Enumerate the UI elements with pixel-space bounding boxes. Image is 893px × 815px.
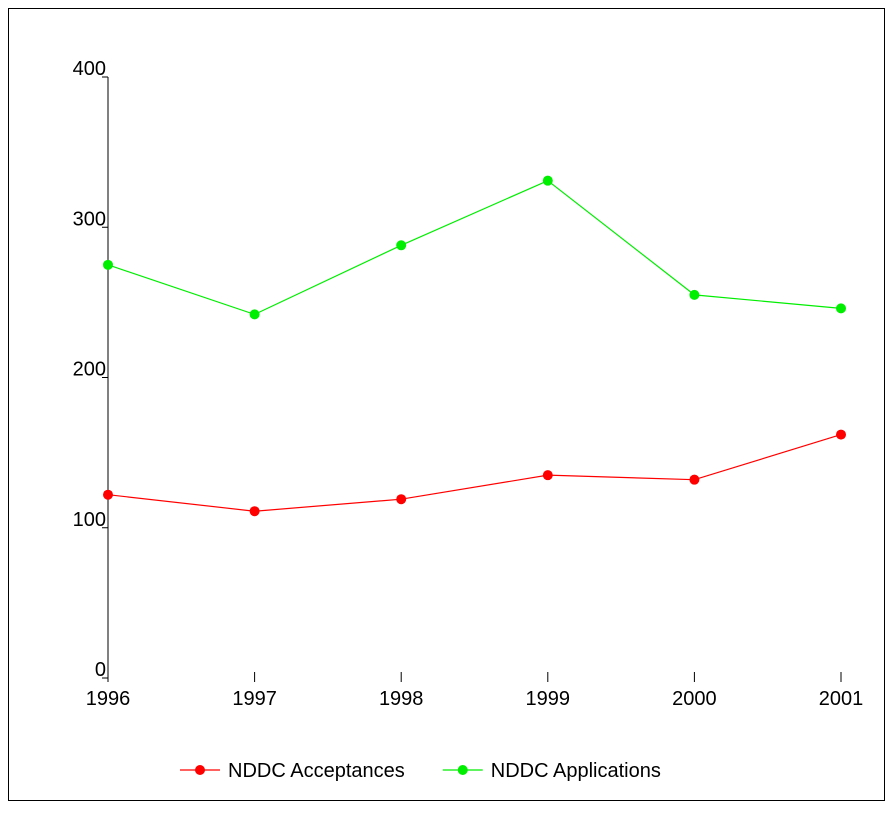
series-line <box>107 434 842 512</box>
legend-marker <box>195 765 205 775</box>
data-point <box>689 474 700 485</box>
x-tick-label: 1997 <box>232 688 277 710</box>
x-tick-label: 1998 <box>379 688 424 710</box>
x-tick-label: 2001 <box>819 688 864 710</box>
frame <box>8 8 885 801</box>
legend-label: NDDC Applications <box>491 760 661 782</box>
data-point <box>396 494 407 505</box>
data-point <box>103 489 113 500</box>
series-line <box>107 179 842 316</box>
y-tick-label: 0 <box>95 659 106 681</box>
data-point <box>396 240 407 251</box>
legend-marker <box>457 765 468 775</box>
y-tick-label: 400 <box>73 58 106 80</box>
x-tick-label: 1996 <box>86 688 131 710</box>
data-point <box>249 309 260 320</box>
data-point <box>542 470 553 481</box>
data-point <box>103 259 113 270</box>
x-tick-label: 1999 <box>526 688 571 710</box>
legend-label: NDDC Acceptances <box>228 760 405 782</box>
y-tick-label: 200 <box>73 359 106 381</box>
data-point <box>836 429 846 440</box>
data-point <box>249 506 260 517</box>
data-point <box>836 303 846 314</box>
data-point <box>542 175 553 186</box>
y-tick-label: 100 <box>73 509 106 531</box>
x-tick-label: 2000 <box>672 688 717 710</box>
y-tick-label: 300 <box>73 208 106 230</box>
data-point <box>689 289 700 300</box>
